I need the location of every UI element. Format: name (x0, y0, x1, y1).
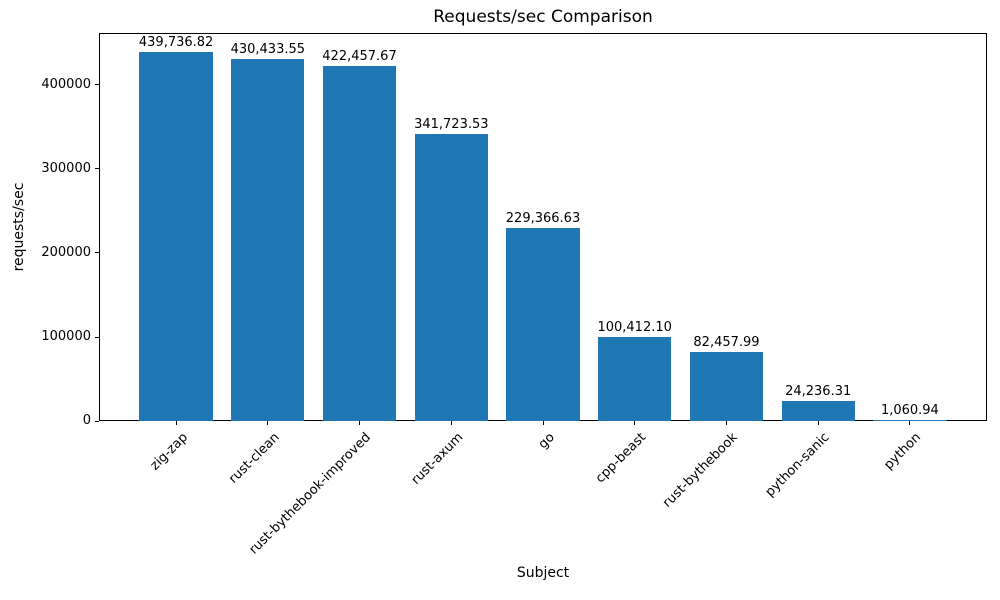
bar-value-label: 439,736.82 (138, 34, 214, 50)
x-axis-label: Subject (516, 565, 570, 581)
x-tick-label: cpp-beast (593, 430, 650, 487)
bar-python (873, 419, 947, 421)
x-tick-mark (909, 421, 911, 425)
bar-python-sanic (781, 400, 855, 421)
y-tick-mark (95, 252, 99, 254)
x-tick-label: zig-zap (147, 430, 191, 474)
bar-value-label: 82,457.99 (693, 334, 760, 350)
y-tick-mark (95, 336, 99, 338)
bar-value-label: 341,723.53 (414, 116, 489, 132)
bar-value-label: 1,060.94 (880, 402, 939, 418)
x-tick-mark (634, 421, 636, 425)
x-tick-mark (450, 421, 452, 425)
y-tick-label: 0 (82, 413, 91, 428)
bar-rust-bythebook-improved (322, 66, 397, 421)
bar-rust-bythebook (689, 351, 764, 421)
bar-value-label: 422,457.67 (322, 49, 397, 64)
y-tick-mark (95, 168, 99, 170)
x-tick-mark (542, 421, 544, 425)
bar-cpp-beast (598, 336, 672, 421)
y-tick-label: 300000 (41, 160, 91, 176)
x-tick-label: rust-clean (225, 430, 283, 487)
bar-rust-axum (414, 133, 488, 421)
bar-rust-clean (231, 59, 305, 421)
y-tick-mark (95, 84, 99, 86)
x-tick-label: rust-bythebook (660, 430, 742, 511)
bar-go (506, 228, 580, 421)
bar-value-label: 100,412.10 (597, 319, 672, 335)
y-axis-label: requests/sec (11, 182, 27, 272)
x-tick-mark (267, 421, 269, 425)
x-tick-label: rust-axum (408, 430, 466, 488)
bar-value-label: 430,433.55 (230, 42, 306, 58)
y-tick-label: 400000 (41, 76, 91, 92)
y-tick-label: 100000 (41, 329, 91, 344)
x-tick-mark (817, 421, 819, 425)
bar-value-label: 229,366.63 (505, 211, 581, 227)
y-tick-label: 200000 (41, 244, 91, 260)
bar-zig-zap (139, 51, 213, 421)
x-tick-label: go (535, 430, 558, 453)
x-tick-mark (175, 421, 177, 425)
x-tick-label: python-sanic (762, 430, 833, 500)
x-tick-mark (359, 421, 360, 425)
chart-title: Requests/sec Comparison (433, 7, 653, 27)
x-tick-label: python (881, 430, 925, 473)
y-tick-mark (95, 420, 99, 422)
bar-value-label: 24,236.31 (785, 383, 852, 399)
x-tick-mark (726, 421, 727, 425)
